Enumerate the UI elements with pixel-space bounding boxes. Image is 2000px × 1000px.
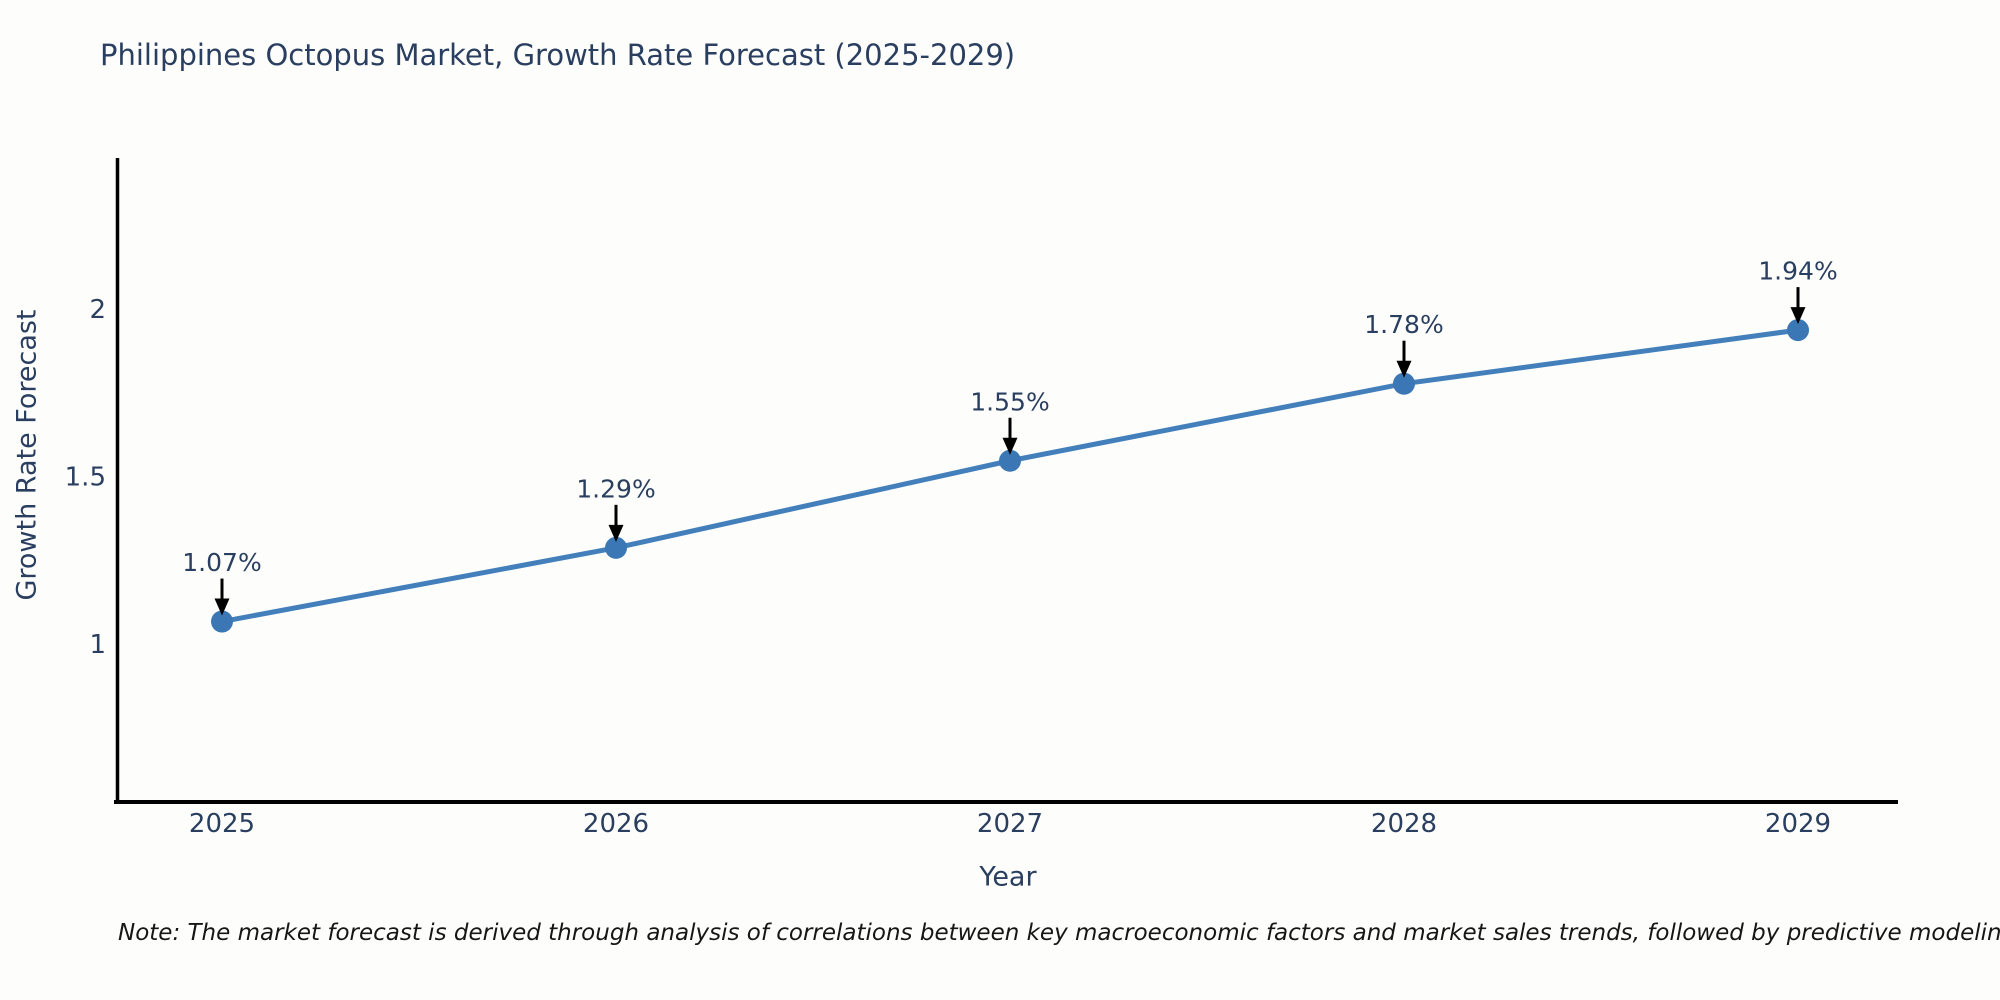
- y-tick-label: 1.5: [65, 463, 106, 493]
- point-annotation-label: 1.78%: [1364, 310, 1443, 339]
- x-tick-label: 2028: [1371, 809, 1437, 839]
- annotation-arrow-head: [214, 598, 230, 616]
- data-point-marker: [211, 610, 233, 633]
- annotation-arrow-head: [608, 524, 624, 542]
- annotation-arrow-head: [1396, 360, 1412, 378]
- annotation-arrow-head: [1790, 307, 1806, 325]
- chart-title: Philippines Octopus Market, Growth Rate …: [100, 38, 1016, 72]
- x-tick-label: 2027: [977, 809, 1043, 839]
- x-axis-title: Year: [979, 861, 1037, 893]
- data-point-marker: [1787, 319, 1809, 342]
- annotation-arrow-head: [1002, 437, 1018, 455]
- y-tick-label: 1: [89, 630, 106, 660]
- data-point-marker: [999, 449, 1021, 472]
- point-annotation-label: 1.94%: [1758, 257, 1837, 286]
- y-tick-label: 2: [89, 295, 106, 325]
- point-annotation-label: 1.07%: [182, 548, 261, 577]
- point-annotation-label: 1.55%: [970, 387, 1049, 416]
- footnote: Note: The market forecast is derived thr…: [118, 920, 2000, 946]
- data-point-marker: [1393, 372, 1415, 395]
- x-tick-label: 2029: [1765, 809, 1831, 839]
- x-tick-label: 2026: [583, 809, 649, 839]
- trend-line: [219, 327, 1801, 625]
- data-point-marker: [605, 536, 627, 559]
- point-annotation-label: 1.29%: [576, 474, 655, 503]
- x-tick-label: 2025: [189, 809, 255, 839]
